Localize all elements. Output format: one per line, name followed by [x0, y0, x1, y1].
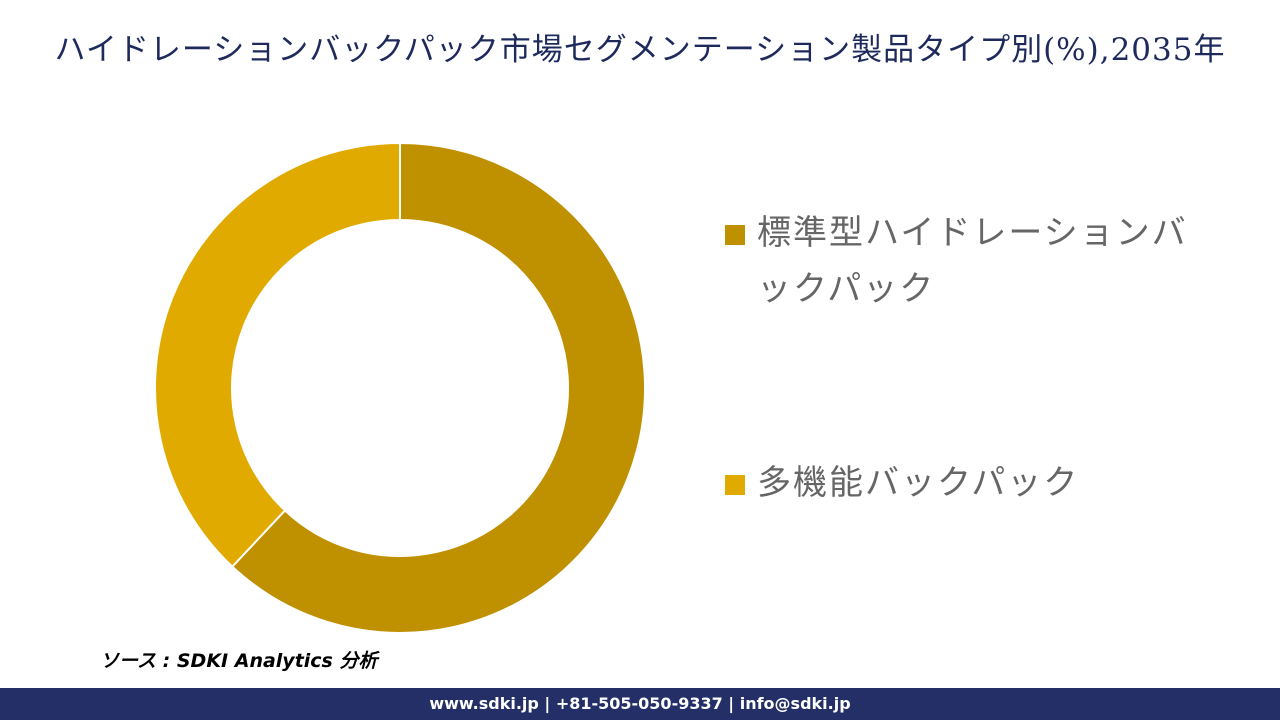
legend-swatch [725, 225, 745, 245]
source-note: ソース : SDKI Analytics 分析 [100, 650, 378, 672]
chart-title: ハイドレーションバックパック市場セグメンテーション製品タイプ別(%),2035年 [54, 32, 1226, 68]
chart [154, 141, 646, 634]
footer-bar: www.sdki.jp | +81-505-050-9337 | info@sd… [0, 688, 1280, 720]
legend-label: 標準型ハイドレーションバックパック [757, 213, 1188, 309]
legend-swatch [725, 475, 745, 495]
legend-label: 多機能バックパック [757, 463, 1080, 503]
legend-item: 多機能バックパック [725, 455, 1197, 511]
donut-segment [230, 141, 646, 634]
legend-item: 標準型ハイドレーションバックパック [725, 205, 1197, 317]
donut-segment [154, 141, 401, 569]
